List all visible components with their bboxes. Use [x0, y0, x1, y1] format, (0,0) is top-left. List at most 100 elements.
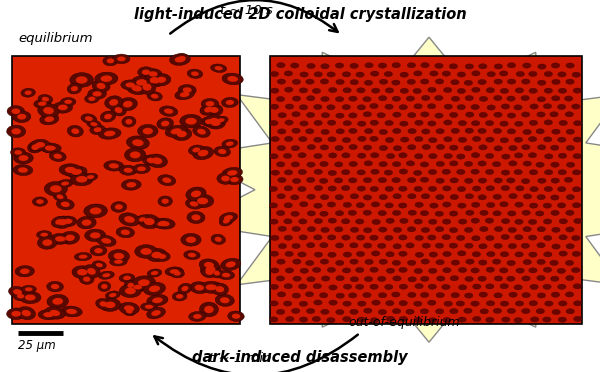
- Ellipse shape: [544, 186, 553, 192]
- Ellipse shape: [71, 128, 79, 134]
- Ellipse shape: [299, 105, 308, 110]
- Ellipse shape: [435, 113, 443, 118]
- Ellipse shape: [343, 284, 352, 289]
- Ellipse shape: [286, 317, 294, 322]
- Ellipse shape: [487, 71, 496, 77]
- Ellipse shape: [566, 210, 574, 215]
- Ellipse shape: [144, 218, 155, 225]
- Ellipse shape: [451, 96, 460, 102]
- Ellipse shape: [434, 95, 443, 100]
- Ellipse shape: [458, 219, 467, 224]
- Ellipse shape: [537, 275, 545, 280]
- Ellipse shape: [399, 153, 407, 158]
- Ellipse shape: [363, 292, 371, 298]
- Ellipse shape: [573, 88, 581, 93]
- Ellipse shape: [515, 121, 523, 126]
- Ellipse shape: [106, 291, 120, 299]
- Ellipse shape: [283, 153, 292, 158]
- Ellipse shape: [201, 117, 217, 126]
- Ellipse shape: [400, 121, 408, 126]
- Ellipse shape: [64, 219, 73, 224]
- Ellipse shape: [70, 73, 94, 87]
- Ellipse shape: [291, 211, 299, 217]
- Ellipse shape: [529, 170, 538, 175]
- Ellipse shape: [77, 269, 88, 276]
- Ellipse shape: [7, 106, 25, 117]
- Ellipse shape: [552, 129, 560, 134]
- Ellipse shape: [464, 178, 473, 183]
- Ellipse shape: [500, 268, 508, 273]
- Ellipse shape: [232, 314, 240, 319]
- Ellipse shape: [307, 162, 315, 167]
- Ellipse shape: [45, 145, 56, 151]
- Ellipse shape: [269, 121, 278, 126]
- Ellipse shape: [399, 301, 407, 306]
- Ellipse shape: [284, 170, 293, 175]
- Ellipse shape: [521, 179, 530, 184]
- Ellipse shape: [356, 267, 364, 273]
- Ellipse shape: [335, 260, 344, 266]
- Ellipse shape: [31, 144, 39, 150]
- Ellipse shape: [372, 219, 380, 225]
- Ellipse shape: [270, 71, 278, 77]
- Ellipse shape: [17, 307, 35, 320]
- Ellipse shape: [76, 176, 88, 183]
- Ellipse shape: [142, 70, 150, 75]
- Ellipse shape: [557, 284, 566, 289]
- Ellipse shape: [515, 88, 524, 93]
- Ellipse shape: [407, 145, 416, 150]
- Ellipse shape: [465, 128, 473, 133]
- Ellipse shape: [400, 88, 409, 93]
- Ellipse shape: [38, 310, 59, 320]
- Ellipse shape: [378, 177, 386, 183]
- Ellipse shape: [158, 221, 170, 227]
- Ellipse shape: [335, 195, 343, 200]
- Ellipse shape: [536, 129, 544, 134]
- FancyArrowPatch shape: [170, 0, 338, 33]
- Ellipse shape: [154, 251, 170, 262]
- Ellipse shape: [314, 252, 323, 257]
- Ellipse shape: [313, 267, 321, 273]
- Ellipse shape: [436, 129, 444, 134]
- Ellipse shape: [515, 252, 523, 257]
- Ellipse shape: [204, 306, 214, 313]
- Ellipse shape: [500, 283, 508, 289]
- Ellipse shape: [65, 235, 75, 241]
- Ellipse shape: [407, 260, 416, 265]
- Ellipse shape: [151, 94, 158, 99]
- Ellipse shape: [61, 182, 69, 186]
- Ellipse shape: [90, 246, 107, 256]
- Ellipse shape: [191, 194, 214, 208]
- Ellipse shape: [193, 126, 210, 138]
- Ellipse shape: [430, 203, 438, 208]
- Ellipse shape: [38, 102, 47, 106]
- Ellipse shape: [371, 202, 380, 207]
- Ellipse shape: [550, 112, 558, 117]
- Ellipse shape: [572, 104, 580, 109]
- Ellipse shape: [385, 104, 393, 109]
- Ellipse shape: [321, 129, 329, 135]
- Ellipse shape: [158, 196, 172, 206]
- Ellipse shape: [79, 254, 88, 259]
- Ellipse shape: [145, 74, 165, 87]
- Ellipse shape: [277, 62, 285, 68]
- Ellipse shape: [444, 301, 452, 306]
- Ellipse shape: [415, 202, 424, 208]
- Ellipse shape: [552, 244, 560, 249]
- Ellipse shape: [321, 64, 329, 69]
- Ellipse shape: [74, 253, 92, 261]
- Ellipse shape: [300, 268, 308, 273]
- Ellipse shape: [523, 161, 532, 166]
- Ellipse shape: [465, 96, 473, 101]
- Ellipse shape: [544, 252, 552, 257]
- Ellipse shape: [341, 185, 350, 190]
- Ellipse shape: [188, 312, 206, 321]
- Ellipse shape: [444, 154, 452, 159]
- Ellipse shape: [574, 316, 582, 321]
- Ellipse shape: [378, 63, 386, 68]
- Ellipse shape: [85, 229, 106, 241]
- Ellipse shape: [220, 297, 230, 303]
- Ellipse shape: [572, 170, 581, 175]
- Ellipse shape: [456, 301, 464, 306]
- Ellipse shape: [314, 169, 322, 174]
